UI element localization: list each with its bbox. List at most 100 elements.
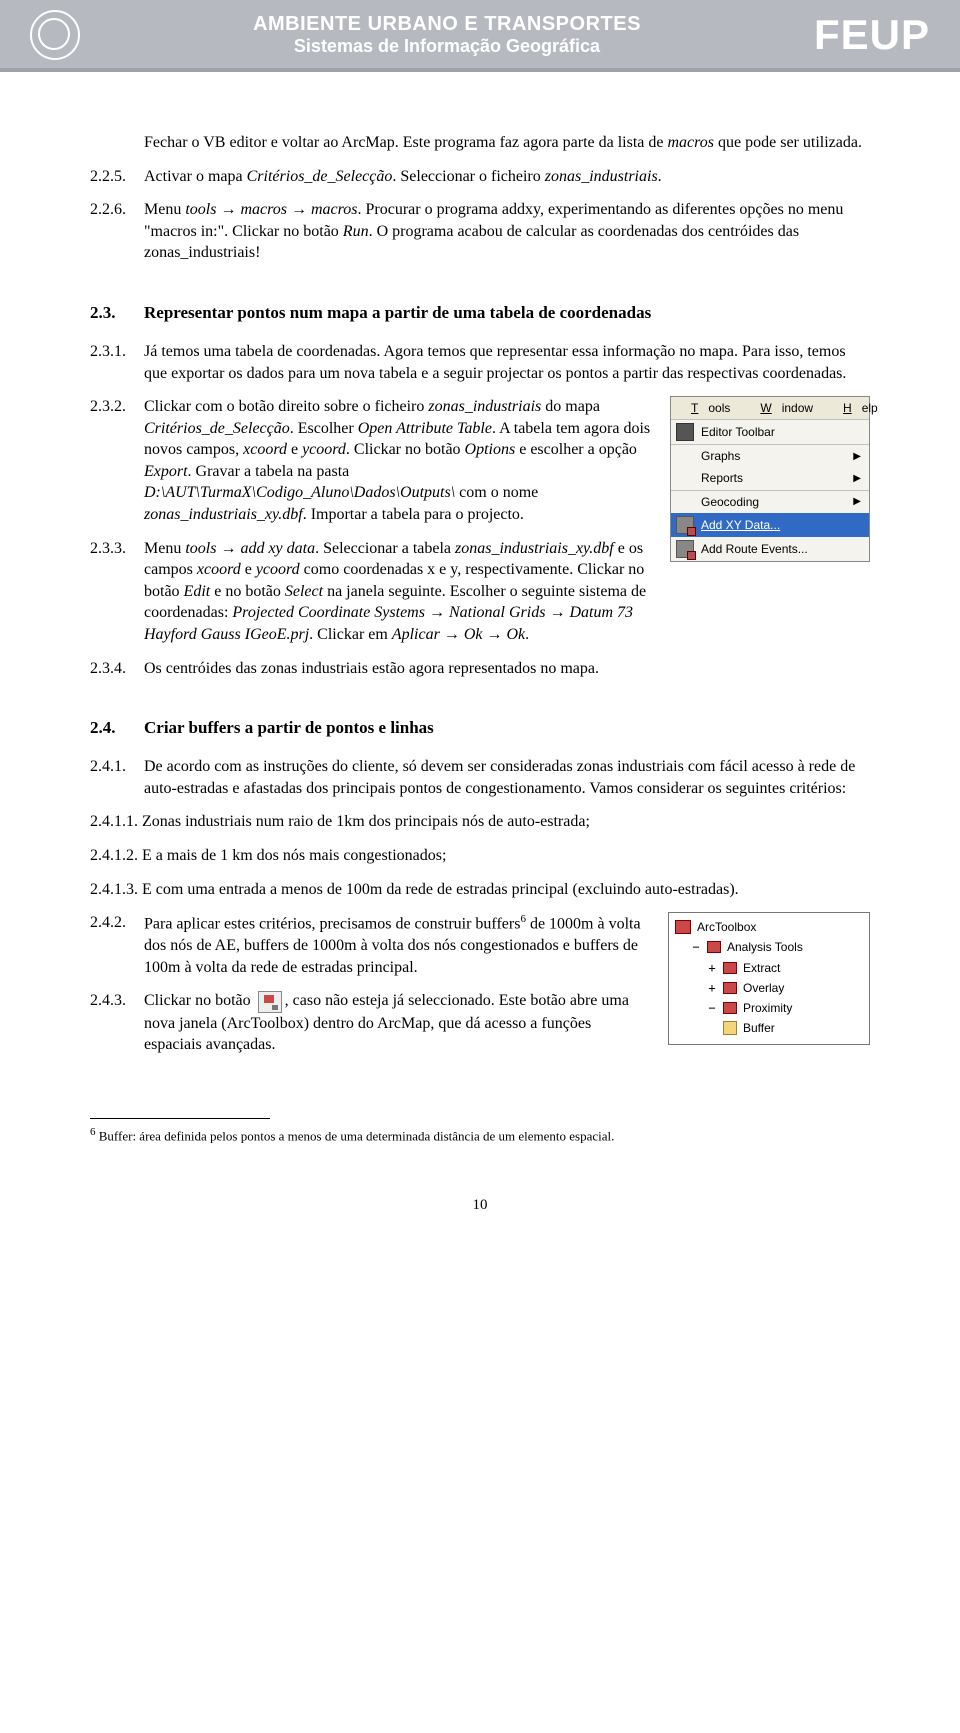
text: Clickar com o botão direito sobre o fich…: [144, 398, 428, 415]
text-italic: Options: [465, 441, 516, 458]
text-italic: Export: [144, 463, 188, 480]
header-line2: Sistemas de Informação Geográfica: [80, 36, 814, 57]
menu-label: Add Route Events...: [701, 541, 861, 557]
item-text: De acordo com as instruções do cliente, …: [144, 756, 870, 799]
text-italic: Critérios_de_Selecção: [144, 420, 290, 437]
menu-help[interactable]: HelpHelp: [823, 397, 888, 419]
item-2-4-1-3: 2.4.1.3. E com uma entrada a menos de 10…: [90, 879, 870, 901]
section-2-4-heading: 2.4. Criar buffers a partir de pontos e …: [90, 717, 870, 740]
item-2-4-1: 2.4.1. De acordo com as instruções do cl…: [90, 756, 870, 799]
header-left: [30, 10, 80, 60]
toolbox-icon: [675, 920, 691, 934]
page-number: 10: [90, 1195, 870, 1215]
text-italic: zonas_industriais: [545, 168, 658, 185]
menu-window[interactable]: WindowWindow: [740, 397, 823, 419]
text: Activar o mapa: [144, 168, 247, 185]
toolbox-overlay[interactable]: + Overlay: [675, 978, 863, 998]
header-line1: AMBIENTE URBANO E TRANSPORTES: [80, 13, 814, 36]
text: . Gravar a tabela na pasta: [188, 463, 350, 480]
toolbox-icon: [723, 962, 737, 974]
item-number: 2.4.3.: [90, 990, 144, 1056]
text-italic: Critérios_de_Selecção: [247, 168, 393, 185]
item-text: Zonas industriais num raio de 1km dos pr…: [138, 813, 590, 830]
text: →: [545, 604, 569, 621]
item-text: Os centróides das zonas industriais estã…: [144, 658, 870, 680]
text-italic: zonas_industriais_xy.dbf: [455, 540, 614, 557]
item-number: 2.3.1.: [90, 341, 144, 384]
toolbox-label: Analysis Tools: [727, 939, 803, 955]
text-italic: Ok: [506, 626, 525, 643]
menu-label: Geocoding: [701, 494, 847, 510]
section-number: 2.4.: [90, 717, 144, 740]
text: . Escolher: [290, 420, 358, 437]
toolbox-extract[interactable]: + Extract: [675, 958, 863, 978]
toolbox-analysis[interactable]: − Analysis Tools: [675, 937, 863, 957]
toolbox-root[interactable]: ArcToolbox: [675, 917, 863, 937]
editor-toolbar-icon: [676, 423, 694, 441]
text: e escolher a opção: [515, 441, 637, 458]
item-text: Clickar com o botão direito sobre o fich…: [144, 396, 652, 526]
menu-item-reports[interactable]: Reports ▶: [671, 467, 869, 489]
text: Para aplicar estes critérios, precisamos…: [144, 915, 520, 932]
item-number: 2.4.1.3.: [90, 881, 138, 898]
menu-label: Add XY Data...: [701, 517, 861, 533]
menu-label: Reports: [701, 470, 847, 486]
text-italic: Edit: [184, 583, 211, 600]
toolbox-icon: [723, 982, 737, 994]
text: →: [440, 626, 464, 643]
arctoolbox-figure: ArcToolbox − Analysis Tools + Extract + …: [668, 912, 870, 1045]
arctoolbox-button-icon: [258, 991, 282, 1013]
text: com o nome: [455, 484, 538, 501]
text-italic: Aplicar: [392, 626, 440, 643]
text-italic: ycoord: [302, 441, 346, 458]
text: .: [525, 626, 529, 643]
item-number: 2.2.6.: [90, 199, 144, 264]
footnote: 6 Buffer: área definida pelos pontos a m…: [90, 1125, 870, 1145]
feup-brand: FEUP: [814, 11, 930, 59]
text: . Seleccionar a tabela: [315, 540, 455, 557]
add-xy-icon: [676, 516, 694, 534]
text-italic: Open Attribute Table: [358, 420, 492, 437]
toolbox-label: Proximity: [743, 1000, 792, 1016]
item-2-4-1-1: 2.4.1.1. Zonas industriais num raio de 1…: [90, 811, 870, 833]
menu-item-editor-toolbar[interactable]: Editor Toolbar: [671, 420, 869, 444]
text: que pode ser utilizada.: [714, 134, 862, 151]
item-2-4-1-2: 2.4.1.2. E a mais de 1 km dos nós mais c…: [90, 845, 870, 867]
menu-tools[interactable]: TToolsools: [671, 397, 740, 419]
text: . Importar a tabela para o projecto.: [303, 506, 524, 523]
text: Menu: [144, 201, 185, 218]
tool-icon: [723, 1021, 737, 1035]
item-number: 2.4.1.2.: [90, 847, 138, 864]
text-italic: tools: [185, 540, 216, 557]
item-text: Já temos uma tabela de coordenadas. Agor…: [144, 341, 870, 384]
menu-label: Graphs: [701, 448, 847, 464]
text-italic: add xy data: [240, 540, 315, 557]
section-title: Criar buffers a partir de pontos e linha…: [144, 717, 434, 740]
menu-item-graphs[interactable]: Graphs ▶: [671, 445, 869, 467]
section-title: Representar pontos num mapa a partir de …: [144, 302, 651, 325]
toolbox-buffer[interactable]: Buffer: [675, 1018, 863, 1038]
menu-item-add-route-events[interactable]: Add Route Events...: [671, 537, 869, 561]
item-2-3-2: 2.3.2. Clickar com o botão direito sobre…: [90, 396, 652, 526]
toolbox-icon: [707, 941, 721, 953]
text: Clickar no botão: [144, 992, 255, 1009]
item-number: 2.4.1.1.: [90, 813, 138, 830]
text: →: [425, 604, 449, 621]
intro-paragraph: Fechar o VB editor e voltar ao ArcMap. E…: [144, 132, 870, 154]
text: →: [287, 201, 311, 218]
menu-item-geocoding[interactable]: Geocoding ▶: [671, 491, 869, 513]
menu-label: Editor Toolbar: [701, 424, 861, 440]
document-header: AMBIENTE URBANO E TRANSPORTES Sistemas d…: [0, 0, 960, 72]
text: e: [241, 561, 256, 578]
toolbox-proximity[interactable]: − Proximity: [675, 998, 863, 1018]
item-text: Menu tools → macros → macros. Procurar o…: [144, 199, 870, 264]
text: . Seleccionar o ficheiro: [392, 168, 544, 185]
item-text: Clickar no botão , caso não esteja já se…: [144, 990, 650, 1056]
item-2-3-4: 2.3.4. Os centróides das zonas industria…: [90, 658, 870, 680]
text-italic: Projected Coordinate Systems: [232, 604, 425, 621]
menu-item-add-xy-data[interactable]: Add XY Data...: [671, 513, 869, 537]
expand-icon: +: [707, 980, 717, 996]
item-number: 2.4.1.: [90, 756, 144, 799]
text-italic: Run: [343, 223, 369, 240]
item-number: 2.2.5.: [90, 166, 144, 188]
